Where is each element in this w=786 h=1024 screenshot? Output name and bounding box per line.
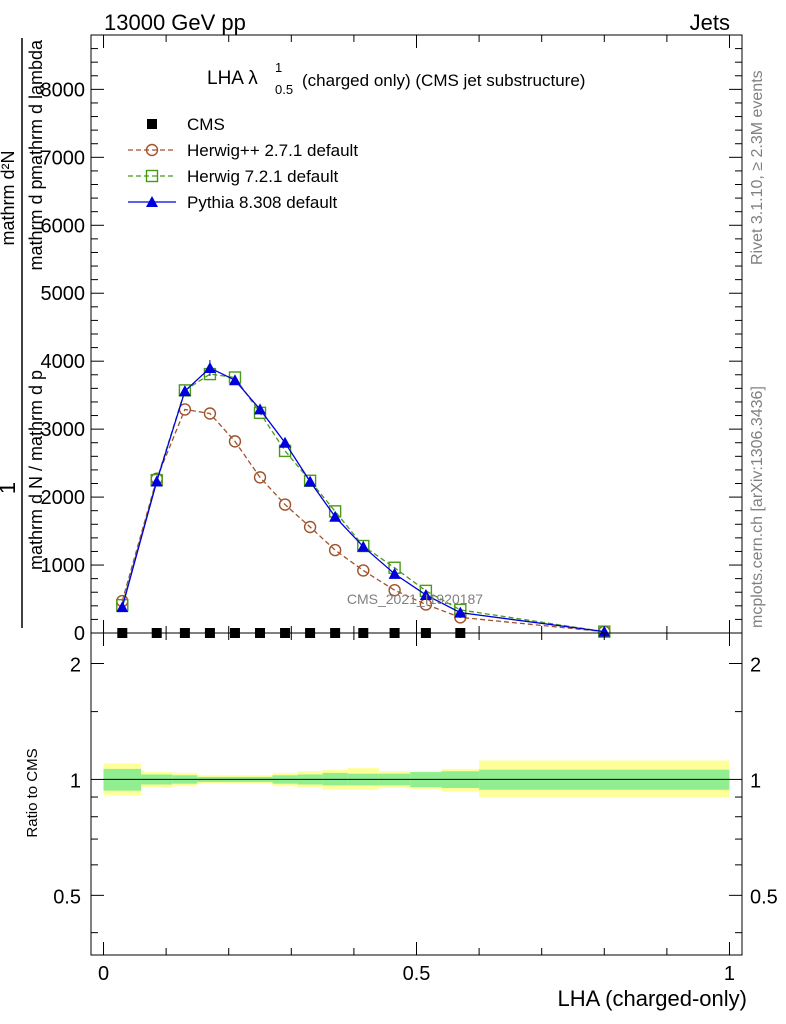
ratio-tick-label-right: 1: [750, 770, 761, 792]
legend-marker: [145, 169, 159, 183]
title-superscript: 1: [275, 60, 282, 75]
y-tick-label: 1000: [41, 555, 86, 577]
data-point: [388, 583, 401, 597]
legend-item: Pythia 8.308 default: [128, 193, 338, 212]
y-axis-label-numerator: mathrm d²N: [0, 150, 18, 245]
y-axis-label-frac-denominator: mathrm d p: [26, 179, 46, 270]
data-point: [203, 407, 217, 420]
y-tick-label: 0: [74, 623, 85, 645]
legend-label: Herwig 7.2.1 default: [187, 167, 338, 186]
x-tick-label: 1: [724, 963, 735, 985]
data-point: [279, 436, 292, 448]
ratio-tick-label-right: 0.5: [750, 886, 778, 908]
data-point: [178, 385, 191, 397]
legend-label: Herwig++ 2.7.1 default: [187, 141, 358, 160]
data-point: [328, 543, 342, 557]
data-point: [454, 606, 467, 618]
x-tick-label: 0: [98, 963, 109, 985]
title-rest: (charged only) (CMS jet substructure): [302, 71, 585, 90]
legend-item: CMS: [147, 115, 225, 134]
ratio-tick-label-right: 2: [750, 654, 761, 676]
ratio-tick-label-left: 2: [70, 654, 81, 676]
title-main: LHA λ: [207, 68, 258, 89]
energy-label: 13000 GeV pp: [104, 10, 246, 35]
data-point: [228, 435, 242, 448]
data-point: [116, 601, 129, 613]
data-point: [598, 625, 611, 637]
title-subscript: 0.5: [275, 82, 293, 97]
y-tick-label: 6000: [41, 215, 86, 237]
y-axis-label: 1 mathrm d N / mathrm d p mathrm d²N mat…: [0, 38, 46, 628]
data-point: [329, 510, 342, 522]
legend-marker: [146, 196, 158, 207]
series-herwig-2-7-1-default: [116, 403, 611, 638]
data-point: [254, 403, 267, 415]
x-tick-label: 0.5: [403, 963, 431, 985]
data-point: [228, 374, 241, 386]
rivet-version-label: Rivet 3.1.10, ≥ 2.3M events: [749, 70, 766, 265]
data-point: [388, 567, 401, 579]
series-line: [121, 367, 605, 633]
legend-marker: [145, 143, 159, 157]
legend-marker: [147, 119, 157, 129]
main-plot-panel: 0 1000 2000 3000 4000 5000 6000 7000 8000 CMS_20…: [41, 34, 743, 645]
data-point: [304, 475, 317, 487]
legend: CMS Herwig++ 2.7.1 default Herwig 7.2.1 de…: [128, 115, 358, 212]
watermark-label: CMS_2021_I1920187: [347, 591, 483, 607]
ratio-tick-label-left: 1: [70, 770, 81, 792]
y-tick-label: 7000: [41, 147, 86, 169]
data-point: [419, 588, 432, 600]
data-point: [357, 564, 370, 577]
y-tick-label: 2000: [41, 487, 86, 509]
y-tick-label: 5000: [41, 283, 86, 305]
legend-item: Herwig++ 2.7.1 default: [128, 141, 358, 160]
y-tick-label: 4000: [41, 351, 86, 373]
data-point: [150, 475, 163, 487]
ratio-y-axis-label: Ratio to CMS: [24, 748, 41, 837]
x-axis-label: LHA (charged-only): [557, 986, 747, 1011]
y-tick-label: 8000: [41, 79, 86, 101]
legend-label: Pythia 8.308 default: [187, 193, 338, 212]
data-point: [303, 520, 317, 534]
y-axis-label-one: 1: [0, 482, 20, 494]
y-axis-label-frac-denominator-2: mathrm d lambda: [26, 39, 46, 180]
legend-item: Herwig 7.2.1 default: [128, 167, 338, 186]
plot-title: LHA λ 1 0.5 (charged only) (CMS jet subs…: [207, 60, 585, 97]
y-tick-label: 3000: [41, 419, 86, 441]
data-point: [357, 540, 370, 552]
mcplots-label: mcplots.cern.ch [arXiv:1306.3436]: [749, 386, 766, 628]
y-axis-label-denominator: mathrm d N / mathrm d p: [26, 370, 46, 570]
legend-label: CMS: [187, 115, 225, 134]
category-label: Jets: [690, 10, 730, 35]
ratio-plot-panel: 0.5 0.5 1 1 2 2 0 0.5 1 Ratio to CMS: [24, 632, 778, 985]
ratio-tick-label-left: 0.5: [53, 886, 81, 908]
data-point: [253, 471, 267, 484]
data-point: [278, 498, 292, 511]
